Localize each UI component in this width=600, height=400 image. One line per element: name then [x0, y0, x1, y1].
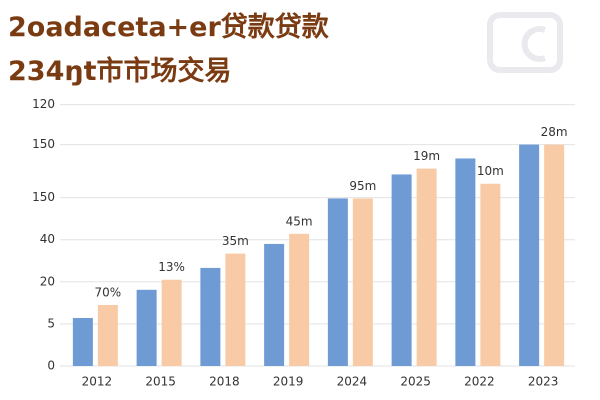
x-tick-label: 2015 — [145, 375, 176, 389]
bar — [136, 289, 157, 366]
x-tick-label: 2023 — [528, 375, 559, 389]
y-tick-label: 20 — [40, 274, 55, 288]
bar — [455, 158, 476, 366]
bar — [480, 183, 501, 366]
x-tick-label: 2012 — [82, 375, 113, 389]
bar — [161, 279, 182, 366]
bar — [72, 318, 93, 366]
x-tick-label: 2024 — [337, 375, 368, 389]
bar — [264, 243, 285, 366]
data-label: 19m — [413, 149, 440, 163]
y-tick-label: 150 — [32, 137, 55, 151]
data-label: 35m — [222, 234, 249, 248]
data-label: 10m — [477, 164, 504, 178]
bar — [200, 267, 221, 366]
y-tick-label: 0 — [47, 359, 55, 373]
x-tick-label: 2022 — [464, 375, 495, 389]
data-label: 70% — [95, 285, 122, 299]
data-label: 95m — [349, 179, 376, 193]
x-tick-label: 2018 — [209, 375, 240, 389]
data-label: 13% — [158, 260, 185, 274]
bar — [97, 304, 118, 366]
data-label: 45m — [286, 214, 313, 228]
bar — [416, 168, 437, 366]
bar — [544, 144, 565, 366]
data-label: 28m — [541, 125, 568, 139]
x-tick-label: 2019 — [273, 375, 304, 389]
bar — [225, 253, 246, 366]
chart-title: 234ŋt市市场交易 — [8, 55, 232, 87]
bar — [327, 198, 348, 366]
bar — [352, 198, 373, 366]
y-tick-label: 5 — [47, 316, 55, 330]
y-tick-label: 120 — [32, 97, 55, 111]
bar — [289, 233, 310, 366]
bar — [391, 174, 412, 366]
y-tick-label: 150 — [32, 190, 55, 204]
bar — [519, 144, 540, 366]
x-tick-label: 2025 — [400, 375, 431, 389]
watermark — [487, 12, 563, 73]
y-tick-label: 40 — [40, 232, 55, 246]
chart-title: 2oadaceta+er贷款贷款 — [8, 12, 330, 43]
